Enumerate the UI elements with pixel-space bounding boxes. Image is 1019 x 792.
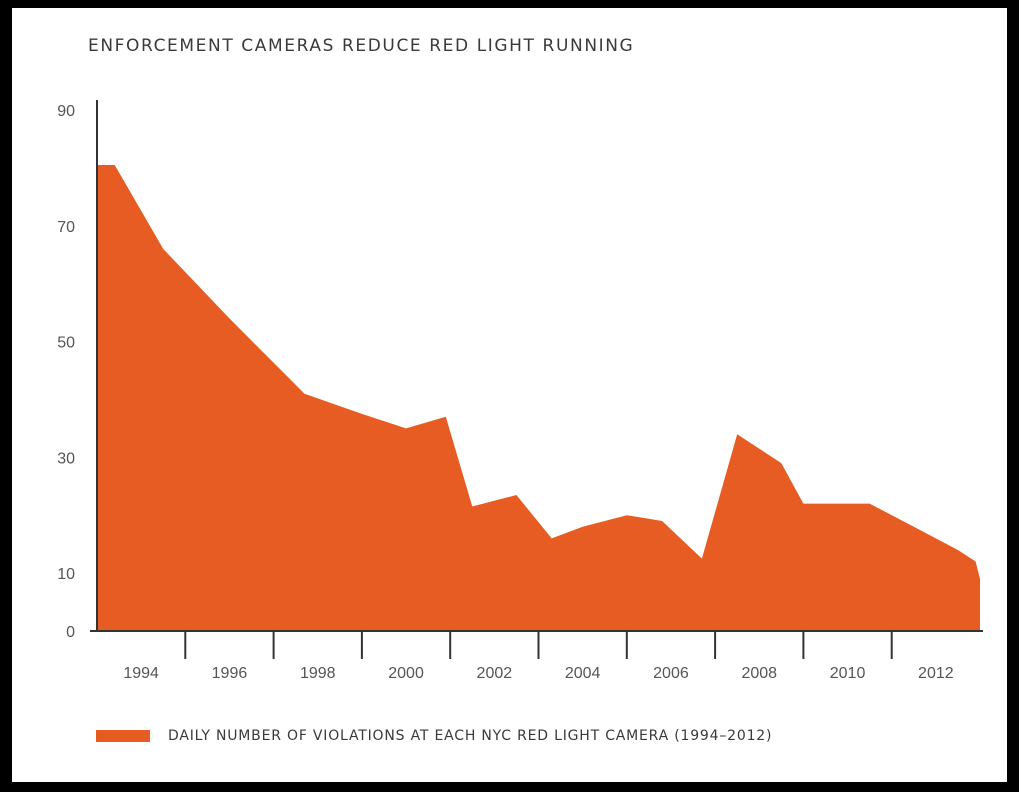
x-tick-labels: 1994 1996 1998 2000 2002 2004 2006 2008 2010 2012 — [123, 665, 953, 682]
x-tick-label: 1996 — [212, 665, 248, 682]
x-tick-label: 1994 — [123, 665, 159, 682]
x-tick-label: 2002 — [477, 665, 513, 682]
x-tick-label: 2006 — [653, 665, 689, 682]
axis-layer — [90, 100, 983, 659]
legend-swatch — [96, 730, 150, 742]
y-tick-label: 90 — [57, 103, 75, 120]
y-tick-labels: 0 10 30 50 70 90 — [57, 103, 75, 641]
y-tick-label: 0 — [66, 624, 75, 641]
legend: DAILY NUMBER OF VIOLATIONS AT EACH NYC R… — [96, 728, 772, 744]
x-tick-label: 1998 — [300, 665, 336, 682]
x-tick-label: 2004 — [565, 665, 601, 682]
area-layer — [97, 165, 980, 631]
area-series-violations — [97, 165, 980, 631]
legend-label: DAILY NUMBER OF VIOLATIONS AT EACH NYC R… — [168, 728, 773, 744]
x-tick-label: 2012 — [918, 665, 954, 682]
y-tick-label: 10 — [57, 566, 75, 583]
x-tick-label: 2008 — [741, 665, 777, 682]
y-tick-label: 30 — [57, 450, 75, 467]
x-tick-label: 2010 — [830, 665, 866, 682]
y-tick-label: 50 — [57, 335, 75, 352]
y-tick-label: 70 — [57, 219, 75, 236]
x-tick-label: 2000 — [388, 665, 424, 682]
chart-title: ENFORCEMENT CAMERAS REDUCE RED LIGHT RUN… — [88, 36, 635, 56]
